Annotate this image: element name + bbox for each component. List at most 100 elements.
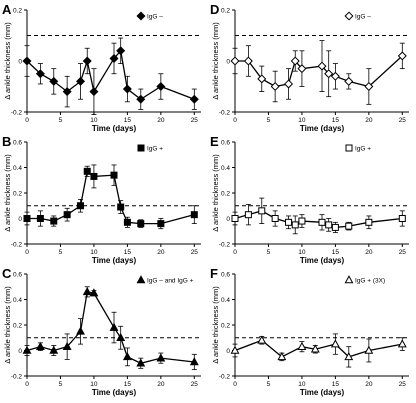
data-point [49,76,59,86]
panel-label: D [210,2,219,17]
data-point [122,84,132,94]
data-point [89,288,99,297]
data-point [397,51,407,61]
data-point [244,211,252,219]
x-tick-label: 20 [365,117,373,124]
y-tick-label: 0.6 [221,271,230,278]
y-tick-label: -0.2 [219,373,231,380]
y-axis-label: Δ ankle thickness (mm) [3,154,12,232]
data-point [344,352,354,361]
y-tick-label: 0.4 [221,165,230,172]
data-point [116,332,126,342]
x-tick-label: 25 [399,117,407,124]
panel-label: A [2,2,12,17]
x-tick-label: 15 [124,117,132,124]
data-point [344,76,354,86]
x-tick-label: 0 [233,117,237,124]
x-tick-label: 0 [233,249,237,256]
x-tick-label: 10 [90,249,98,256]
data-point [157,220,165,228]
data-point [136,94,146,104]
x-tick-label: 20 [157,117,165,124]
y-tick-label: 0 [226,216,230,223]
x-tick-label: 0 [233,381,237,388]
x-tick-label: 0 [25,249,29,256]
x-tick-label: 20 [157,381,165,388]
legend-marker [136,11,146,21]
x-tick-label: 10 [90,381,98,388]
legend-label: IgG + [355,146,371,153]
x-tick-label: 0 [25,381,29,388]
data-point [116,46,126,56]
data-point [35,341,45,350]
data-point [277,352,287,361]
x-tick-label: 0 [25,117,29,124]
data-point [189,357,199,366]
data-point [230,56,240,66]
data-point [331,223,339,231]
data-point [364,345,374,354]
x-tick-label: 20 [157,249,165,256]
x-tick-label: 20 [365,249,373,256]
data-point [325,221,333,229]
data-point [230,345,240,354]
data-point [23,215,31,222]
legend-marker [345,144,353,152]
y-tick-label: 0 [226,348,230,355]
y-tick-label: 0.2 [13,322,22,329]
data-point [156,81,166,92]
data-point [345,222,353,230]
data-point [62,341,72,350]
data-point [122,352,132,361]
data-point [136,358,146,367]
data-point [76,326,85,335]
y-axis-label: Δ ankle thickness (mm) [211,154,220,232]
data-point [290,56,300,66]
legend-label: IgG – [355,14,371,21]
data-point [297,341,307,350]
panel-label: B [2,134,11,149]
x-axis-label: Time (days) [92,388,137,397]
x-axis-label: Time (days) [300,124,345,133]
data-point [231,215,239,222]
data-point [36,215,44,222]
legend-marker [344,11,354,21]
y-tick-label: 0 [226,58,230,65]
panel-label: F [210,266,218,281]
x-tick-label: 25 [399,381,407,388]
y-tick-label: -0.2 [219,241,231,248]
data-point [137,220,145,228]
legend-marker [136,275,146,284]
data-point [63,211,71,219]
data-point [77,202,85,210]
series-line [235,55,403,88]
x-tick-label: 15 [124,249,132,256]
data-point [324,69,334,79]
y-axis-label: Δ ankle thickness (mm) [211,286,220,364]
data-point [82,287,92,296]
x-tick-label: 5 [267,381,271,388]
x-tick-label: 5 [59,381,63,388]
y-tick-label: 0.6 [221,139,230,146]
y-tick-label: -0.2 [11,109,23,116]
y-tick-label: 0.6 [13,271,22,278]
x-tick-label: 10 [298,381,306,388]
y-tick-label: 0 [18,58,22,65]
data-point [110,171,118,179]
y-tick-label: -0.2 [11,241,23,248]
x-tick-label: 5 [59,249,63,256]
x-tick-label: 10 [298,117,306,124]
data-point [83,167,91,175]
y-tick-label: 0.4 [221,297,230,304]
x-axis-label: Time (days) [92,256,137,265]
data-point [257,335,267,344]
legend-marker [344,275,354,284]
data-point [291,221,299,229]
panel-label: E [210,134,219,149]
y-axis-label: Δ ankle thickness (mm) [3,22,12,100]
x-tick-label: 10 [90,117,98,124]
